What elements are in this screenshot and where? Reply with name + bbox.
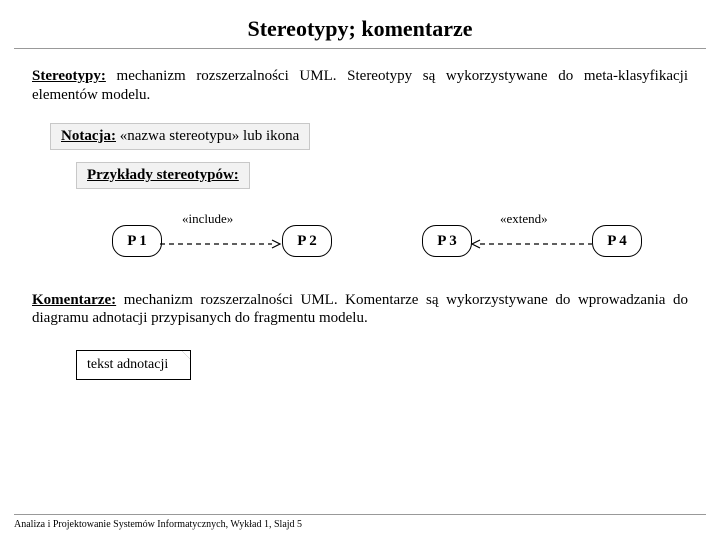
- note-fold-icon: [181, 350, 191, 360]
- comments-text: mechanizm rozszerzalności UML. Komentarz…: [32, 292, 688, 327]
- node-p3: P 3: [422, 225, 472, 257]
- comments-lead: Komentarze:: [32, 292, 116, 308]
- examples-box: Przykłady stereotypów:: [76, 162, 250, 189]
- notation-row: Notacja: «nazwa stereotypu» lub ikona: [32, 119, 688, 158]
- stereotypes-text: mechanizm rozszerzalności UML. Stereotyp…: [32, 68, 688, 103]
- slide-title: Stereotypy; komentarze: [0, 0, 720, 42]
- edge-label-extend: «extend»: [500, 211, 548, 227]
- arrow-include: [160, 239, 282, 249]
- notation-box: Notacja: «nazwa stereotypu» lub ikona: [50, 123, 310, 150]
- slide-footer: Analiza i Projektowanie Systemów Informa…: [14, 514, 706, 530]
- node-p2: P 2: [282, 225, 332, 257]
- examples-row: Przykłady stereotypów:: [32, 158, 688, 205]
- stereotypes-lead: Stereotypy:: [32, 68, 106, 84]
- node-p4: P 4: [592, 225, 642, 257]
- uml-note-text: tekst adnotacji: [87, 357, 168, 372]
- content-area: Stereotypy: mechanizm rozszerzalności UM…: [0, 49, 720, 380]
- note-row: tekst adnotacji: [32, 342, 688, 380]
- paragraph-comments: Komentarze: mechanizm rozszerzalności UM…: [32, 291, 688, 329]
- paragraph-stereotypes: Stereotypy: mechanizm rozszerzalności UM…: [32, 67, 688, 105]
- node-p1: P 1: [112, 225, 162, 257]
- edge-label-include: «include»: [182, 211, 233, 227]
- notation-lead: Notacja:: [61, 128, 116, 144]
- notation-text: «nazwa stereotypu» lub ikona: [116, 128, 299, 144]
- arrow-extend: [470, 239, 592, 249]
- uml-note: tekst adnotacji: [76, 350, 191, 380]
- stereotype-diagram: P 1 P 2 P 3 P 4 «include» «extend»: [32, 205, 688, 275]
